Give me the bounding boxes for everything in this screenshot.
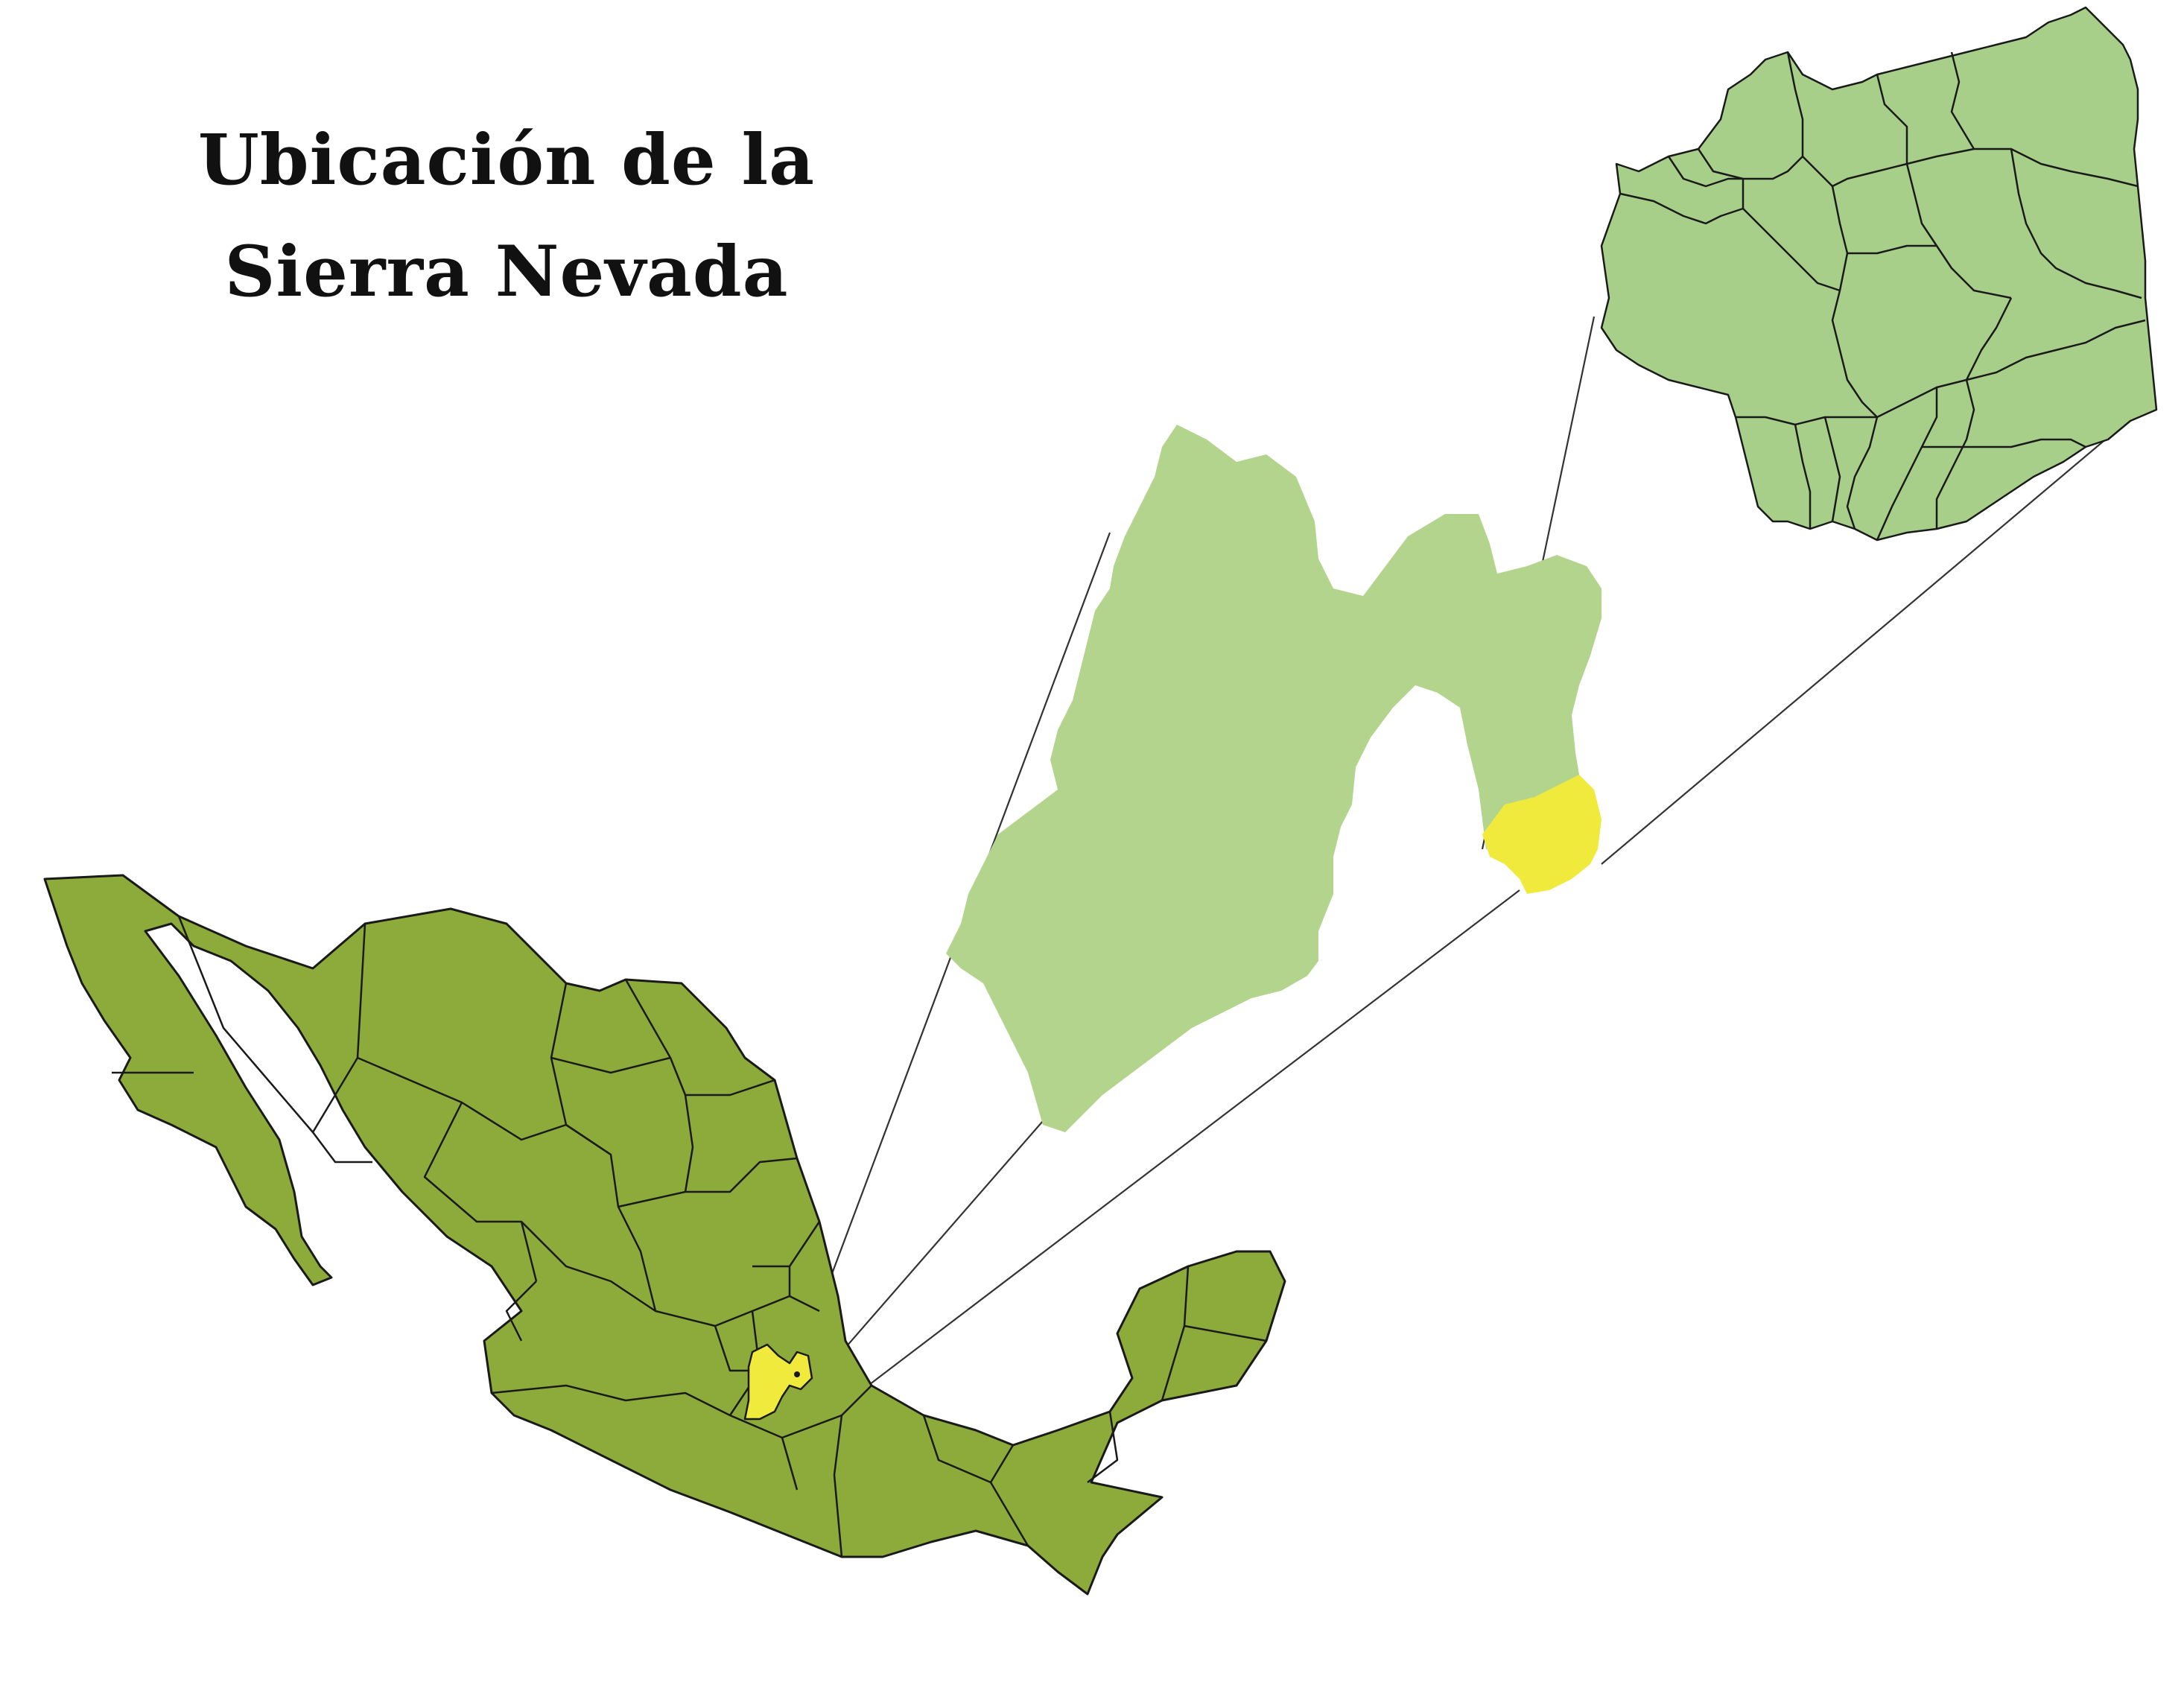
mexico-country-map	[43, 874, 1286, 1596]
state-inset-map	[946, 425, 1602, 1132]
municipality-borders	[1619, 51, 2146, 541]
connector-line-mexico-to-region-bottom	[804, 889, 1520, 1435]
connector-line-mexico-to-state-bottom	[815, 1120, 1044, 1383]
state-borders	[177, 915, 1267, 1558]
highlighted-region	[1482, 775, 1602, 894]
location-marker	[794, 1371, 800, 1377]
municipalities-inset-map	[1600, 6, 2158, 542]
region-outline	[1600, 6, 2158, 542]
connector-line-state-to-region-bottom	[1601, 405, 2146, 865]
map-title: Ubicación de la Sierra Nevada	[134, 104, 879, 328]
map-title-line-2: Sierra Nevada	[224, 231, 789, 313]
highlighted-state	[743, 1343, 813, 1421]
map-title-line-1: Ubicación de la	[197, 119, 816, 201]
state-outline	[946, 425, 1602, 1132]
mexico-outline	[43, 874, 1286, 1596]
